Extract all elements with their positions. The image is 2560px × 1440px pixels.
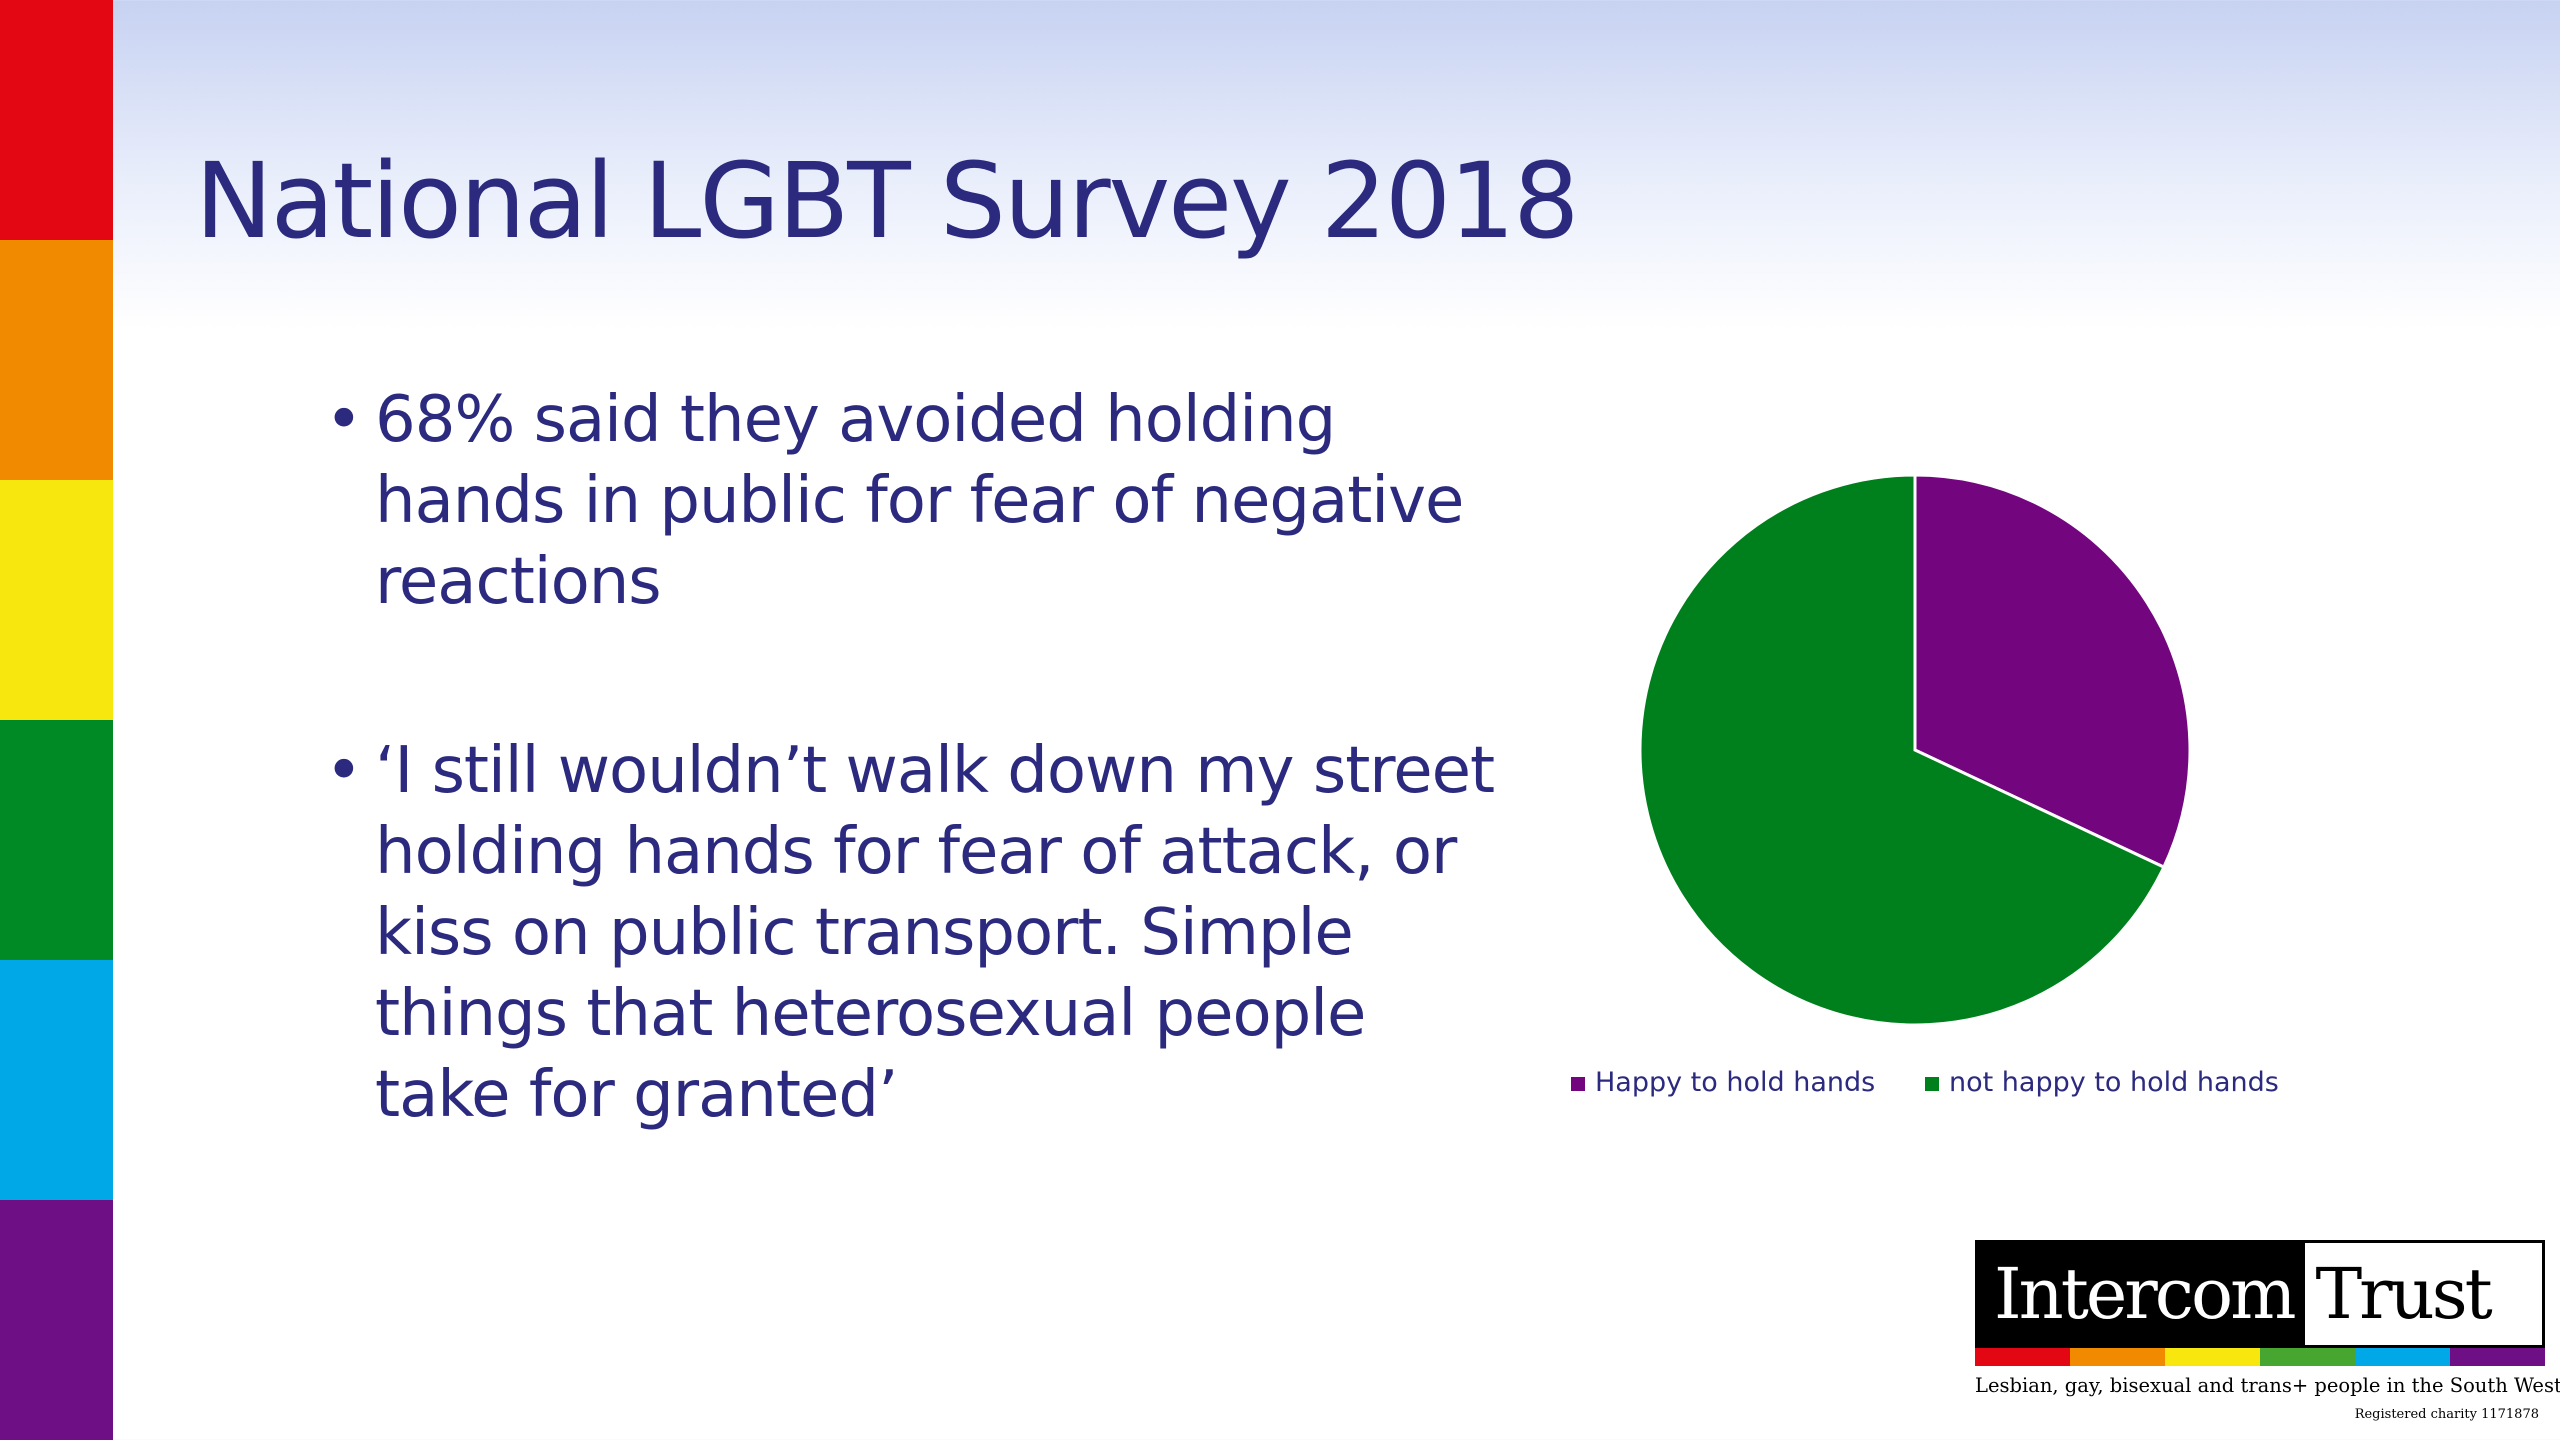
logo-stripe: [2165, 1348, 2260, 1366]
bullet-item: • 68% said they avoided holding hands in…: [325, 380, 1505, 623]
pie-chart: Happy to hold hands not happy to hold han…: [1571, 473, 2279, 1098]
rainbow-stripe-red: [0, 0, 113, 240]
rainbow-stripe-yellow: [0, 480, 113, 720]
pie-slice-1: [1638, 473, 2166, 1027]
logo-stripe: [2260, 1348, 2355, 1366]
logo-word-intercom: Intercom: [1978, 1243, 2306, 1345]
logo-wordmark: Intercom Trust: [1975, 1240, 2545, 1348]
logo-stripe: [2070, 1348, 2165, 1366]
rainbow-stripe-orange: [0, 240, 113, 480]
logo-tagline: Lesbian, gay, bisexual and trans+ people…: [1975, 1374, 2560, 1397]
bullet-text: ‘I still wouldn’t walk down my street ho…: [375, 734, 1495, 1132]
bullet-dot: •: [325, 383, 363, 457]
intercom-trust-logo: Intercom Trust Lesbian, gay, bisexual an…: [1975, 1240, 2560, 1440]
slide-title: National LGBT Survey 2018: [195, 140, 1579, 262]
logo-charity-number: Registered charity 1171878: [2354, 1407, 2539, 1422]
rainbow-sidebar: [0, 0, 113, 1440]
bullet-item: • ‘I still wouldn’t walk down my street …: [325, 731, 1505, 1136]
legend-item-1: not happy to hold hands: [1925, 1067, 2279, 1098]
logo-rainbow-stripes: [1975, 1348, 2545, 1366]
legend-swatch-1: [1925, 1077, 1939, 1091]
chart-legend: Happy to hold hands not happy to hold han…: [1571, 1067, 2279, 1098]
bullet-list: • 68% said they avoided holding hands in…: [325, 380, 1505, 1136]
rainbow-stripe-green: [0, 720, 113, 960]
logo-stripe: [2450, 1348, 2545, 1366]
bullet-dot: •: [325, 734, 363, 808]
logo-stripe: [1975, 1348, 2070, 1366]
legend-label-1: not happy to hold hands: [1949, 1067, 2279, 1098]
logo-stripe: [2355, 1348, 2450, 1366]
bullet-text: 68% said they avoided holding hands in p…: [375, 383, 1464, 619]
logo-word-trust: Trust: [2305, 1243, 2542, 1345]
pie-slices: [1638, 473, 2192, 1027]
legend-label-0: Happy to hold hands: [1595, 1067, 1875, 1098]
rainbow-stripe-purple: [0, 1200, 113, 1440]
legend-item-0: Happy to hold hands: [1571, 1067, 1875, 1098]
pie-slice-0: [1913, 473, 2192, 870]
rainbow-stripe-blue: [0, 960, 113, 1200]
legend-swatch-0: [1571, 1077, 1585, 1091]
